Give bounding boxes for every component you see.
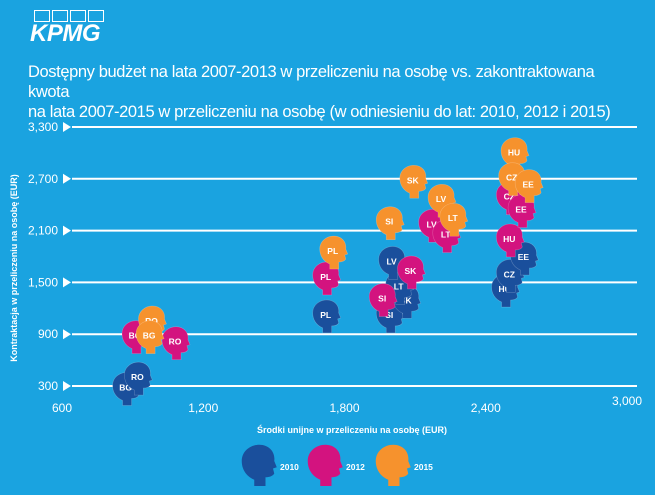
head-marker [312, 299, 342, 334]
x-tick-label: 1,800 [329, 401, 359, 415]
chart-title-line2: na lata 2007-2015 w przeliczeniu na osob… [28, 103, 611, 121]
point-label: SK [407, 175, 420, 185]
chart-title: Dostępny budżet na lata 2007-2013 w prze… [28, 62, 638, 122]
legend-marker-2010 [241, 444, 277, 486]
legend-label-2012: 2012 [346, 462, 365, 472]
point-label: EE [522, 180, 534, 190]
point-label: LT [448, 213, 459, 223]
point-label: SI [378, 294, 386, 304]
head-marker [375, 206, 405, 240]
point-label: RO [131, 372, 144, 382]
point-2015-hu: HU [500, 137, 530, 171]
point-2012-ro: RO [161, 326, 191, 360]
y-tick-label: 300 [38, 379, 58, 393]
point-label: BG [129, 331, 142, 341]
head-marker [514, 169, 544, 203]
legend-marker-2015 [375, 444, 411, 486]
head-marker [495, 223, 525, 258]
y-tick-label: 1,500 [28, 275, 58, 289]
point-label: LT [394, 281, 405, 291]
tick-arrow [63, 122, 71, 132]
point-label: CZ [504, 192, 515, 202]
point-label: SI [385, 310, 393, 320]
point-2015-pl: PL [319, 235, 349, 270]
point-label: LV [426, 219, 437, 229]
point-label: EE [515, 205, 527, 215]
point-2015-si: SI [375, 206, 405, 240]
point-2015-sk: SK [399, 164, 429, 199]
head-marker [399, 164, 429, 199]
head-marker [161, 326, 191, 360]
point-label: SK [405, 266, 418, 276]
point-2015-bg: BG [135, 320, 165, 354]
point-label: PL [320, 310, 331, 320]
point-label: BG [119, 382, 132, 392]
legend-marker-2012 [307, 444, 343, 486]
point-label: HU [498, 284, 510, 294]
y-axis-label: Kontraktacja w przeliczeniu na osobę (EU… [9, 174, 19, 362]
point-2010-ro: RO [124, 361, 153, 396]
point-label: HU [503, 234, 515, 244]
tick-arrow [63, 381, 71, 391]
point-label: CZ [506, 173, 517, 183]
point-label: EE [518, 252, 530, 262]
point-2010-pl: PL [312, 299, 342, 334]
point-label: BG [143, 331, 156, 341]
head-marker [135, 320, 165, 354]
tick-arrow [63, 329, 71, 340]
head-marker [319, 235, 349, 270]
point-label: SK [400, 295, 413, 305]
point-label: LV [436, 194, 447, 204]
point-label: HU [508, 148, 520, 158]
point-2012-sk: SK [397, 255, 426, 290]
x-tick-labels: 600 1,200 1,800 2,400 3,000 [52, 394, 642, 415]
point-2010-ee: EE [510, 241, 539, 276]
point-2012-si: SI [368, 283, 398, 317]
grid-layer [63, 122, 637, 391]
point-2015-lt: LT [439, 202, 469, 237]
legend: 2010 2012 2015 [241, 444, 433, 486]
y-tick-label: 2,700 [28, 172, 58, 186]
tick-arrow [63, 277, 71, 288]
head-marker [124, 361, 153, 396]
head-marker [439, 202, 469, 237]
legend-label-2015: 2015 [414, 462, 433, 472]
legend-label-2010: 2010 [280, 462, 299, 472]
point-2015-ee: EE [514, 169, 544, 203]
tick-arrow [63, 173, 71, 184]
y-tick-label: 2,100 [28, 224, 58, 238]
x-tick-label: 2,400 [471, 401, 501, 415]
y-tick-label: 3,300 [28, 120, 58, 134]
point-2012-hu: HU [495, 223, 525, 258]
head-marker [510, 241, 539, 276]
point-label: SI [385, 217, 393, 227]
point-label: PL [320, 272, 331, 282]
y-tick-labels: 300 900 1,500 2,100 2,700 3,300 [28, 120, 58, 393]
x-tick-label: 600 [52, 401, 72, 415]
y-tick-label: 900 [38, 327, 58, 341]
x-tick-label: 1,200 [188, 401, 218, 415]
point-label: LT [441, 230, 452, 240]
chart-title-line1: Dostępny budżet na lata 2007-2013 w prze… [28, 63, 595, 101]
tick-arrow [63, 225, 71, 236]
x-axis-label: Środki unijne w przeliczeniu na osobę (E… [257, 424, 447, 435]
x-tick-label: 3,000 [612, 394, 642, 408]
kpmg-logo-boxes [34, 10, 104, 22]
head-marker [368, 283, 398, 317]
head-marker [500, 137, 530, 171]
point-label: LV [386, 256, 397, 266]
kpmg-logo: KPMG [30, 20, 101, 47]
point-label: PL [327, 246, 338, 256]
head-marker [397, 255, 426, 290]
point-label: RO [169, 337, 182, 347]
point-label: CZ [504, 269, 515, 279]
